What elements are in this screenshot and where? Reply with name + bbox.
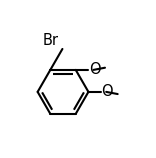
Text: O: O <box>101 84 113 99</box>
Text: O: O <box>89 62 100 77</box>
Text: Br: Br <box>42 33 58 48</box>
